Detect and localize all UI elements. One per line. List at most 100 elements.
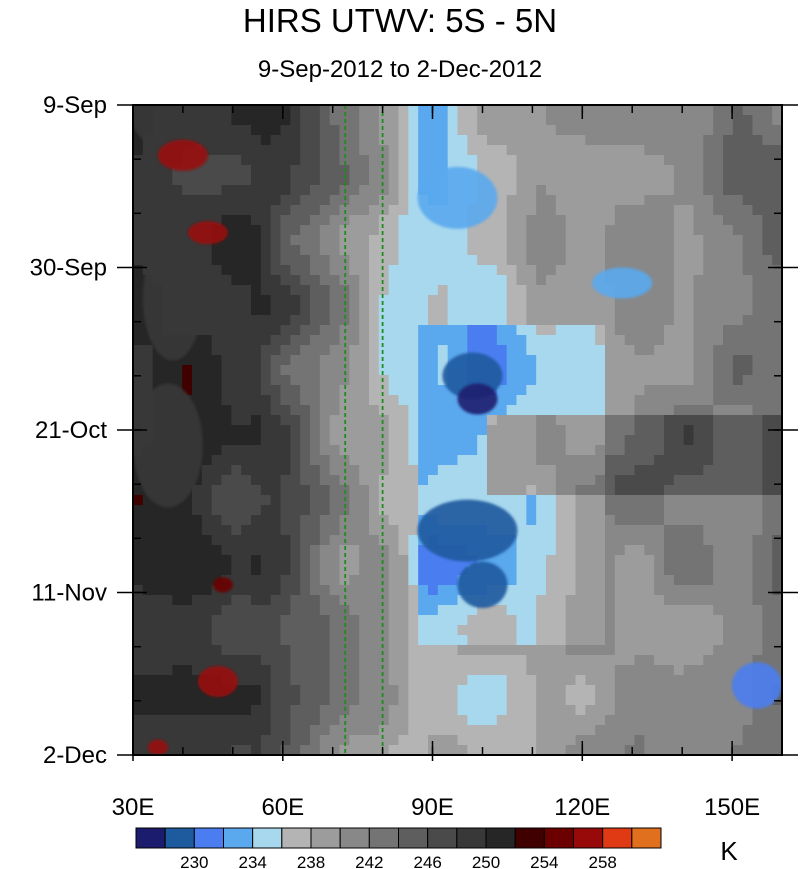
- field-cell: [152, 145, 164, 156]
- field-cell: [369, 505, 380, 516]
- field-cell: [762, 535, 773, 546]
- field-cell: [506, 215, 518, 226]
- field-cell: [201, 475, 213, 486]
- field-cell: [418, 345, 429, 356]
- field-cell: [162, 695, 173, 706]
- field-cell: [349, 675, 360, 686]
- field-cell: [477, 695, 488, 706]
- field-cell: [408, 405, 419, 416]
- field-cell: [408, 505, 419, 516]
- field-cell: [742, 295, 754, 306]
- field-cell: [664, 285, 675, 296]
- field-cell: [654, 195, 665, 206]
- field-cell: [182, 665, 193, 676]
- field-cell: [398, 295, 409, 306]
- field-cell: [359, 425, 370, 436]
- field-cell: [683, 315, 695, 326]
- field-cell: [260, 315, 272, 326]
- field-cell: [398, 525, 409, 536]
- field-cell: [664, 215, 675, 226]
- field-cell: [496, 365, 508, 376]
- field-cell: [142, 255, 154, 266]
- field-cell: [673, 365, 685, 376]
- field-cell: [369, 635, 380, 646]
- field-cell: [634, 695, 645, 706]
- field-cell: [172, 195, 183, 206]
- field-cell: [418, 125, 429, 136]
- field-cell: [477, 235, 488, 246]
- field-cell: [310, 445, 321, 456]
- field-cell: [762, 515, 773, 526]
- field-cell: [624, 195, 636, 206]
- field-cell: [408, 185, 419, 196]
- field-cell: [683, 415, 695, 426]
- field-cell: [467, 115, 478, 126]
- field-cell: [516, 535, 527, 546]
- field-cell: [506, 475, 518, 486]
- field-cell: [133, 745, 144, 755]
- field-cell: [595, 255, 606, 266]
- field-cell: [605, 635, 616, 646]
- field-cell: [211, 275, 223, 286]
- field-cell: [555, 345, 567, 356]
- field-cell: [241, 405, 252, 416]
- field-cell: [349, 225, 360, 236]
- field-cell: [742, 145, 754, 156]
- field-cell: [162, 715, 173, 726]
- field-cell: [260, 325, 272, 336]
- field-cell: [516, 335, 527, 346]
- field-cell: [408, 465, 419, 476]
- field-cell: [388, 505, 400, 516]
- field-cell: [673, 665, 685, 676]
- field-cell: [693, 445, 704, 456]
- field-cell: [260, 385, 272, 396]
- field-cell: [211, 595, 223, 606]
- field-cell: [496, 305, 508, 316]
- field-cell: [772, 225, 782, 236]
- field-cell: [280, 715, 291, 726]
- field-cell: [280, 155, 291, 166]
- field-cell: [369, 425, 380, 436]
- field-cell: [575, 695, 586, 706]
- field-cell: [634, 465, 645, 476]
- field-cell: [319, 485, 331, 496]
- field-cell: [457, 565, 468, 576]
- field-cell: [496, 125, 508, 136]
- field-cell: [319, 445, 331, 456]
- field-cell: [251, 445, 262, 456]
- field-cell: [723, 375, 734, 386]
- field-cell: [496, 645, 508, 656]
- field-cell: [437, 475, 449, 486]
- field-cell: [536, 735, 547, 746]
- field-cell: [477, 465, 488, 476]
- field-cell: [251, 325, 262, 336]
- field-cell: [280, 195, 291, 206]
- field-cell: [251, 115, 262, 126]
- field-cell: [605, 515, 616, 526]
- field-cell: [231, 475, 242, 486]
- field-cell: [290, 305, 301, 316]
- field-cell: [319, 245, 331, 256]
- field-cell: [280, 635, 291, 646]
- colorbar-unit: K: [720, 836, 738, 866]
- field-cell: [605, 385, 616, 396]
- field-cell: [605, 405, 616, 416]
- colorbar-swatch: [543, 827, 575, 849]
- field-cell: [624, 405, 636, 416]
- field-cell: [270, 715, 282, 726]
- field-cell: [310, 225, 321, 236]
- field-cell: [614, 205, 626, 216]
- field-cell: [369, 725, 380, 736]
- field-cell: [319, 575, 331, 586]
- field-cell: [310, 145, 321, 156]
- field-cell: [231, 305, 242, 316]
- field-cell: [713, 275, 724, 286]
- field-cell: [398, 135, 409, 146]
- field-cell: [231, 155, 242, 166]
- field-cell: [536, 585, 547, 596]
- field-cell: [437, 335, 449, 346]
- field-cell: [260, 535, 272, 546]
- field-cell: [378, 275, 390, 286]
- field-cell: [762, 525, 773, 536]
- field-cell: [673, 335, 685, 346]
